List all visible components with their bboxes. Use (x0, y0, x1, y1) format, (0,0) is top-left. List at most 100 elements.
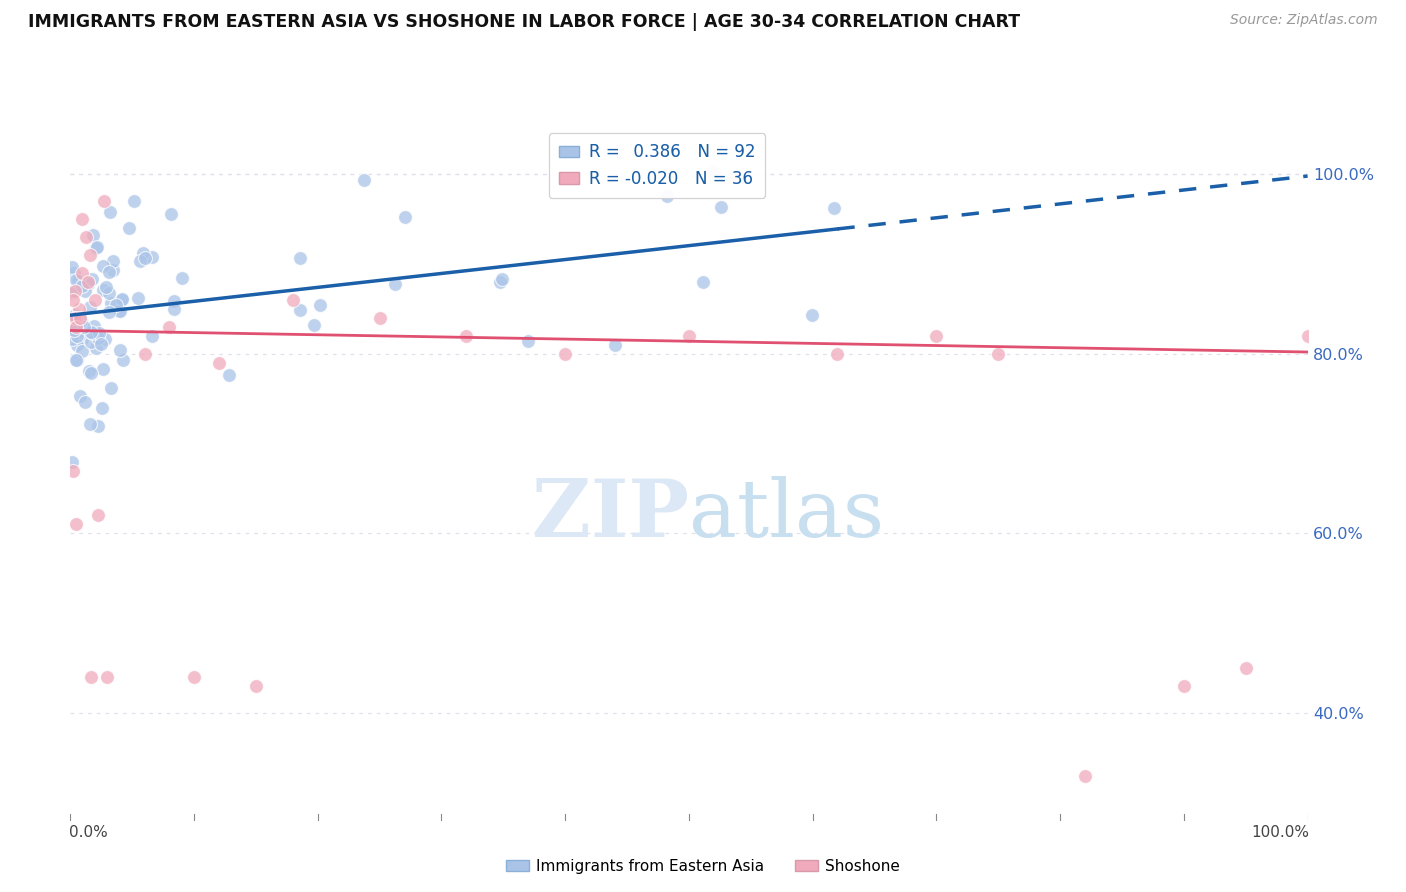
Point (65, 273, 87, 287)
Point (70, 313, 93, 327)
Point (141, 329, 163, 343)
Legend: R =  0.386  N = 92, R = -0.020  N = 36: R = 0.386 N = 92, R = -0.020 N = 36 (548, 133, 765, 197)
Point (84, 241, 107, 255)
Point (172, 270, 194, 285)
Point (80, 334, 103, 349)
Point (72, 343, 94, 358)
Point (1296, 329, 1319, 343)
Point (987, 347, 1010, 361)
Point (104, 298, 127, 312)
Point (66, 352, 89, 367)
Point (134, 251, 156, 265)
Point (118, 221, 141, 235)
Point (70, 332, 93, 346)
Point (141, 250, 163, 264)
Point (678, 329, 700, 343)
Point (65, 338, 87, 352)
Point (1074, 769, 1097, 783)
Point (83, 319, 105, 334)
Point (368, 310, 391, 325)
Point (112, 352, 135, 367)
Point (84, 341, 107, 355)
Point (60, 454, 83, 468)
Point (122, 194, 145, 208)
Text: 0.0%: 0.0% (69, 825, 108, 840)
Point (60, 260, 83, 274)
Point (79, 670, 101, 684)
Point (75, 284, 97, 298)
Point (70, 212, 93, 227)
Point (69, 388, 91, 402)
Point (290, 302, 312, 317)
Point (63, 284, 86, 298)
Point (80, 326, 103, 340)
Point (79, 417, 101, 432)
Point (657, 189, 679, 203)
Point (218, 368, 240, 382)
Point (108, 343, 131, 358)
Point (353, 173, 375, 187)
Point (91, 283, 114, 297)
Point (281, 293, 304, 307)
Point (800, 308, 823, 322)
Point (69, 310, 91, 325)
Point (65, 319, 87, 334)
Point (302, 318, 325, 333)
Text: ZIP: ZIP (531, 475, 689, 554)
Point (83, 293, 105, 307)
Point (131, 246, 153, 260)
Point (80, 272, 103, 286)
Point (63, 323, 86, 337)
Point (62, 318, 84, 332)
Point (702, 165, 724, 179)
Point (65, 309, 87, 323)
Point (288, 251, 311, 265)
Point (65, 353, 87, 368)
Legend: Immigrants from Eastern Asia, Shoshone: Immigrants from Eastern Asia, Shoshone (499, 853, 907, 880)
Point (60, 285, 83, 300)
Text: IMMIGRANTS FROM EASTERN ASIA VS SHOSHONE IN LABOR FORCE | AGE 30-34 CORRELATION : IMMIGRANTS FROM EASTERN ASIA VS SHOSHONE… (28, 13, 1021, 31)
Text: 100.0%: 100.0% (1251, 825, 1309, 840)
Point (91, 401, 114, 415)
Point (1173, 679, 1195, 693)
Point (79, 248, 101, 262)
Point (488, 275, 510, 289)
Point (65, 517, 87, 532)
Point (73, 320, 96, 334)
Point (108, 304, 131, 318)
Point (111, 293, 134, 307)
Point (75, 230, 97, 244)
Point (79, 300, 101, 314)
Point (65, 314, 87, 328)
Point (692, 276, 714, 290)
Point (97, 286, 120, 301)
Point (65, 310, 87, 325)
Point (163, 302, 186, 317)
Point (160, 207, 183, 221)
Point (127, 291, 149, 305)
Point (66, 274, 89, 288)
Point (456, 329, 478, 343)
Point (129, 254, 152, 268)
Point (93, 194, 115, 209)
Point (100, 381, 122, 395)
Point (183, 670, 205, 684)
Point (89, 326, 111, 340)
Point (162, 294, 184, 309)
Point (86, 508, 108, 523)
Point (70, 279, 93, 293)
Point (70, 266, 93, 280)
Point (93, 260, 115, 274)
Point (101, 263, 124, 277)
Point (710, 200, 733, 214)
Point (63, 310, 86, 325)
Text: atlas: atlas (689, 475, 884, 554)
Point (62, 463, 84, 477)
Point (80, 367, 103, 381)
Point (66, 329, 89, 343)
Point (823, 201, 845, 215)
Point (77, 275, 100, 289)
Point (91, 361, 114, 376)
Point (157, 319, 180, 334)
Point (96, 279, 118, 293)
